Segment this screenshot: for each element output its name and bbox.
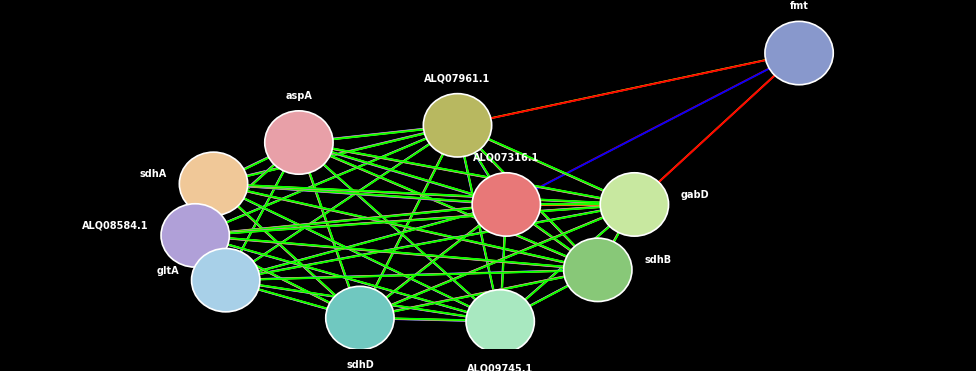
Ellipse shape <box>161 204 229 267</box>
Ellipse shape <box>564 238 632 302</box>
Text: gltA: gltA <box>157 266 180 276</box>
Ellipse shape <box>326 286 394 350</box>
Text: gabD: gabD <box>681 190 710 200</box>
Ellipse shape <box>264 111 333 174</box>
Text: aspA: aspA <box>285 91 312 101</box>
Ellipse shape <box>180 152 248 216</box>
Text: sdhA: sdhA <box>140 169 167 179</box>
Text: sdhD: sdhD <box>346 360 374 370</box>
Text: ALQ07316.1: ALQ07316.1 <box>473 152 540 162</box>
Ellipse shape <box>472 173 541 236</box>
Text: fmt: fmt <box>790 1 808 11</box>
Text: ALQ08584.1: ALQ08584.1 <box>82 221 148 231</box>
Ellipse shape <box>424 93 492 157</box>
Text: sdhB: sdhB <box>644 255 671 265</box>
Ellipse shape <box>191 249 260 312</box>
Ellipse shape <box>765 22 834 85</box>
Ellipse shape <box>466 290 534 353</box>
Text: ALQ09745.1: ALQ09745.1 <box>468 364 533 371</box>
Text: ALQ07961.1: ALQ07961.1 <box>425 73 491 83</box>
Ellipse shape <box>600 173 669 236</box>
